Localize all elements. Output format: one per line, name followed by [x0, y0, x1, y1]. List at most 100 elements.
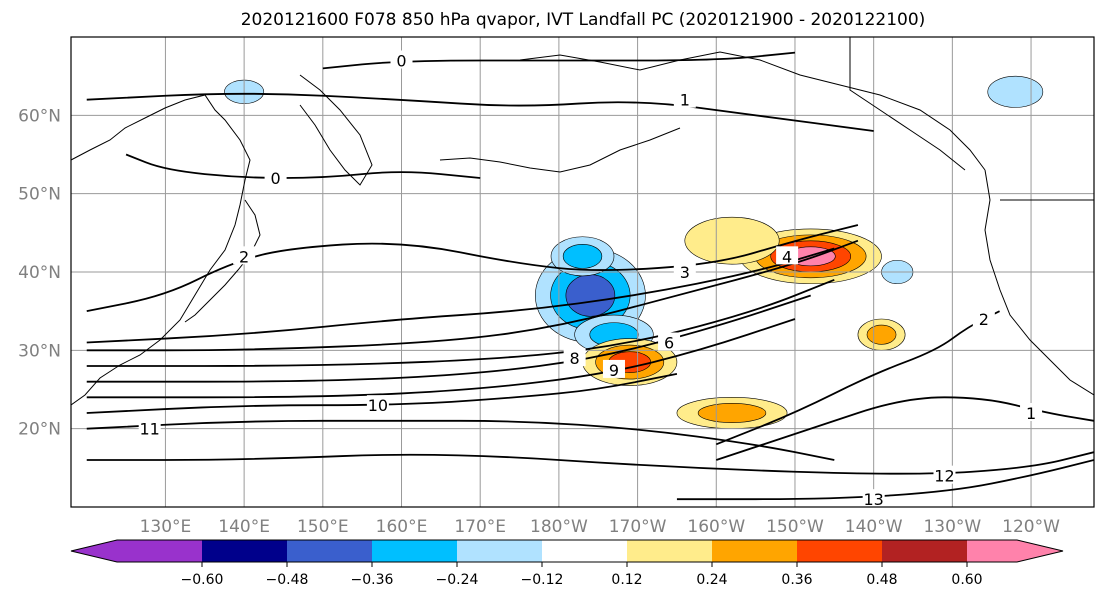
colorbar-label: −0.60 — [181, 572, 224, 588]
colorbar-label: 0.60 — [951, 572, 982, 588]
longitude-labels: 130°E 140°E 150°E 160°E 170°E 180°W 170°W 160°W… — [140, 517, 1061, 537]
ivt-contour — [86, 278, 835, 367]
colorbar-cell — [202, 540, 287, 562]
colorbar-label: −0.48 — [266, 572, 309, 588]
anomaly-shade — [562, 243, 603, 269]
border-alaska-canada — [849, 37, 966, 171]
lon-label: 170°W — [609, 517, 667, 537]
positive-anomaly-tropics — [676, 397, 788, 429]
colorbar-cell — [797, 540, 882, 562]
colorbar-cell — [627, 540, 712, 562]
contour-label-bg — [658, 332, 681, 351]
lat-label: 60°N — [18, 106, 61, 126]
contour-label: 2 — [979, 310, 989, 329]
contour-label-bg — [933, 465, 956, 484]
contour-label-bg — [673, 89, 696, 108]
contour-label: 2 — [239, 247, 249, 266]
contour-label: 13 — [863, 490, 883, 509]
ivt-contour — [86, 92, 874, 132]
lat-label: 30°N — [18, 341, 61, 361]
ivt-contours — [86, 51, 1094, 501]
contour-label-bg — [862, 489, 885, 508]
ivt-contour — [86, 419, 835, 461]
lat-label: 20°N — [18, 420, 61, 440]
contour-label: 4 — [782, 247, 792, 266]
lat-label: 50°N — [18, 185, 61, 205]
coastline-kamchatka — [299, 74, 373, 186]
ivt-contour — [322, 51, 796, 70]
latitude-labels: 60°N 50°N 40°N 30°N 20°N — [18, 106, 61, 439]
ivt-contour — [86, 224, 859, 313]
positive-anomaly-east-ext — [684, 216, 780, 265]
ivt-contour — [86, 318, 796, 399]
contour-label-bg — [390, 50, 413, 69]
colorbar-cell — [712, 540, 797, 562]
anomaly-shade — [684, 216, 780, 265]
contour-label: 9 — [609, 361, 619, 380]
contour-label: 10 — [368, 396, 388, 415]
colorbar-label: −0.12 — [521, 572, 564, 588]
negative-anomaly-gulf — [987, 75, 1044, 108]
coastlines — [71, 37, 1094, 406]
map-frame — [70, 36, 1095, 508]
ivt-contour — [86, 247, 835, 344]
contour-label: 3 — [680, 263, 690, 282]
anomaly-shade — [987, 75, 1044, 108]
colorbar: −0.60 −0.48 −0.36 −0.24 −0.12 0.12 0.24 0.36 0.4… — [70, 539, 1064, 588]
map-title: 2020121600 F078 850 hPa qvapor, IVT Land… — [241, 10, 926, 30]
colorbar-label: 0.24 — [696, 572, 727, 588]
ivt-contour — [676, 459, 1094, 501]
colorbar-cell — [542, 540, 627, 562]
colorbar-extend-low — [71, 540, 117, 562]
ivt-contour — [86, 239, 859, 352]
colorbar-cell — [117, 540, 202, 562]
ivt-contour — [715, 310, 1000, 446]
lon-label: 180°W — [530, 517, 588, 537]
contour-label-bg — [602, 359, 625, 378]
colorbar-label: −0.24 — [436, 572, 479, 588]
contour-label: 1 — [680, 91, 690, 110]
colorbar-label: 0.12 — [611, 572, 642, 588]
coastline-north-america — [984, 169, 1094, 396]
lon-label: 150°W — [766, 517, 824, 537]
contour-label-bg — [366, 395, 389, 414]
coastline-alaska — [519, 51, 986, 171]
lon-label: 130°E — [140, 517, 192, 537]
lon-label: 140°E — [218, 517, 270, 537]
lon-label: 160°W — [687, 517, 745, 537]
contour-label-bg — [673, 262, 696, 280]
colorbar-cell — [967, 540, 1017, 562]
colorbar-label: 0.48 — [866, 572, 897, 588]
colorbar-cells — [71, 540, 1063, 562]
contour-label: 8 — [570, 349, 580, 368]
contour-label: 1 — [1026, 404, 1036, 423]
lon-label: 150°E — [297, 517, 349, 537]
anomaly-shade — [565, 274, 616, 317]
contour-label: 0 — [271, 169, 281, 188]
coastline-aleutians — [439, 127, 681, 173]
contour-label: 6 — [664, 334, 674, 353]
coastline-japan — [184, 199, 261, 323]
colorbar-ticks: −0.60 −0.48 −0.36 −0.24 −0.12 0.12 0.24 0.36 0.4… — [181, 562, 983, 588]
positive-anomaly-subtropics — [857, 318, 906, 351]
contour-label: 12 — [934, 467, 954, 486]
lon-label: 120°W — [1002, 517, 1060, 537]
colorbar-cell — [287, 540, 372, 562]
contour-label-bg — [1020, 403, 1043, 421]
colorbar-cell — [457, 540, 542, 562]
colorbar-label: −0.36 — [351, 572, 394, 588]
lon-label: 170°E — [454, 517, 506, 537]
contour-label-bg — [138, 418, 161, 437]
colorbar-extend-high — [1017, 540, 1063, 562]
contour-label-bg — [264, 168, 287, 186]
colorbar-label: 0.36 — [781, 572, 812, 588]
contour-label-bg — [563, 348, 586, 367]
anomaly-shade — [697, 403, 767, 423]
ivt-contour — [125, 153, 481, 179]
contour-label-bg — [233, 246, 256, 265]
lon-label: 160°E — [376, 517, 428, 537]
lon-label: 140°W — [845, 517, 903, 537]
